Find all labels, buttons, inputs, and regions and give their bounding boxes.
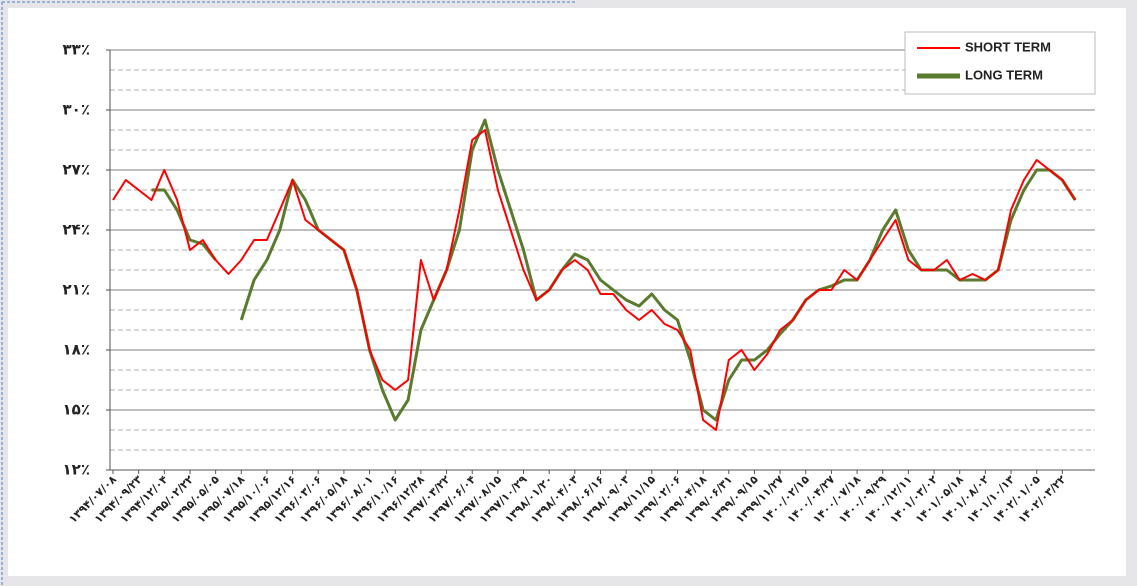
chart-background <box>8 8 1126 576</box>
series-line <box>112 129 1077 431</box>
selection-border <box>1 1 575 586</box>
legend-label: SHORT TERM <box>965 39 1051 54</box>
y-tick-label: ۳۳٪ <box>63 41 90 59</box>
y-tick-label: ۱۸٪ <box>63 341 90 359</box>
legend-label: LONG TERM <box>965 67 1043 82</box>
y-tick-label: ۱۵٪ <box>63 401 90 419</box>
y-tick-label: ۱۲٪ <box>63 461 90 479</box>
y-tick-label: ۲۷٪ <box>63 161 90 179</box>
y-tick-label: ۲۴٪ <box>63 221 90 239</box>
y-tick-label: ۲۱٪ <box>63 281 90 299</box>
legend-box <box>904 31 1096 95</box>
y-tick-label: ۳۰٪ <box>63 101 90 119</box>
